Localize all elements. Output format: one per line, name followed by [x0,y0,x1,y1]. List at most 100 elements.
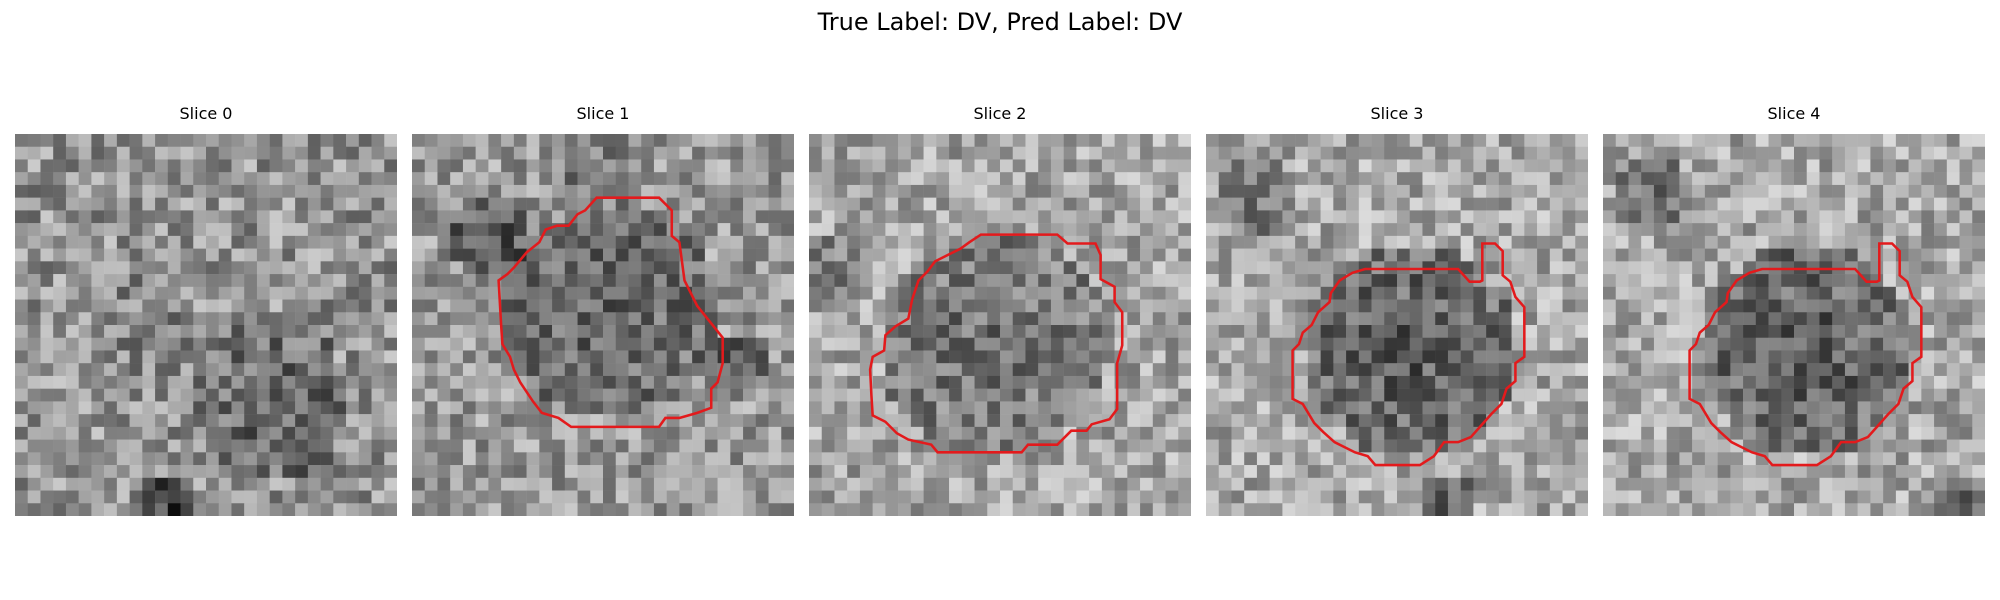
pixel [781,172,794,186]
pixel [1921,261,1935,275]
pixel [27,184,41,198]
pixel [1333,388,1347,402]
pixel [1447,477,1461,491]
pixel [320,248,334,262]
pixel [1206,325,1219,338]
pixel [692,197,706,211]
pixel [1768,146,1782,160]
pixel [1921,439,1935,453]
pixel [1076,274,1090,288]
pixel [1409,299,1423,313]
slice-image [1603,134,1985,516]
pixel [1549,363,1563,377]
pixel [1870,350,1884,364]
pixel [1730,159,1744,173]
pixel [1127,286,1141,300]
pixel [475,299,489,313]
pixel [1934,159,1948,173]
pixel [564,261,578,275]
pixel [885,477,899,491]
pixel [1692,439,1706,453]
pixel [1320,477,1334,491]
pixel [295,503,309,516]
pixel [450,134,464,147]
pixel [1653,159,1667,173]
pixel [1768,401,1782,415]
pixel [142,248,156,262]
pixel [1050,274,1064,288]
pixel [1152,401,1166,415]
pixel [1320,465,1334,479]
pixel [821,465,835,479]
pixel [1486,503,1500,516]
pixel [641,375,655,389]
pixel [1549,172,1563,186]
pixel [1704,477,1718,491]
pixel [1140,210,1154,224]
pixel [666,134,680,147]
pixel [206,439,219,453]
pixel [1730,312,1744,326]
pixel [450,363,464,377]
pixel [1178,363,1191,377]
pixel [1050,452,1064,466]
pixel [437,363,451,377]
pixel [564,477,578,491]
pixel [65,286,79,300]
pixel [1781,388,1795,402]
pixel [1768,286,1782,300]
pixel [1730,210,1744,224]
pixel [1282,223,1296,237]
pixel [704,134,718,147]
pixel [1692,388,1706,402]
pixel [462,223,476,237]
pixel [1946,210,1960,224]
pixel [1447,325,1461,338]
pixel [244,299,258,313]
pixel [269,312,283,326]
pixel [834,261,848,275]
pixel [450,274,464,288]
pixel [987,274,1001,288]
pixel [1934,363,1948,377]
pixel [1447,184,1461,198]
pixel [539,184,553,198]
pixel [231,312,245,326]
pixel [346,439,360,453]
pixel [1794,401,1807,415]
pixel [768,286,782,300]
pixel [475,134,489,147]
pixel [1498,134,1512,147]
pixel [1358,465,1372,479]
pixel [91,388,105,402]
pixel [167,503,181,516]
pixel [1256,286,1270,300]
pixel [1511,172,1525,186]
pixel [1025,261,1039,275]
pixel [142,375,156,389]
pixel [91,172,105,186]
pixel [1435,388,1449,402]
pixel [641,401,655,415]
pixel [1794,146,1807,160]
pixel [53,401,67,415]
pixel [155,439,169,453]
pixel [1755,146,1769,160]
pixel [1666,337,1680,351]
pixel [1603,503,1616,516]
pixel [1178,325,1191,338]
pixel [65,146,79,160]
pixel [1628,248,1642,262]
pixel [923,248,937,262]
pixel [1371,350,1385,364]
pixel [1603,210,1616,224]
pixel [358,375,372,389]
pixel [129,274,143,288]
pixel [488,388,502,402]
pixel [1422,325,1436,338]
pixel [1972,172,1985,186]
pixel [834,350,848,364]
pixel [206,363,219,377]
pixel [129,426,143,440]
pixel [462,375,476,389]
